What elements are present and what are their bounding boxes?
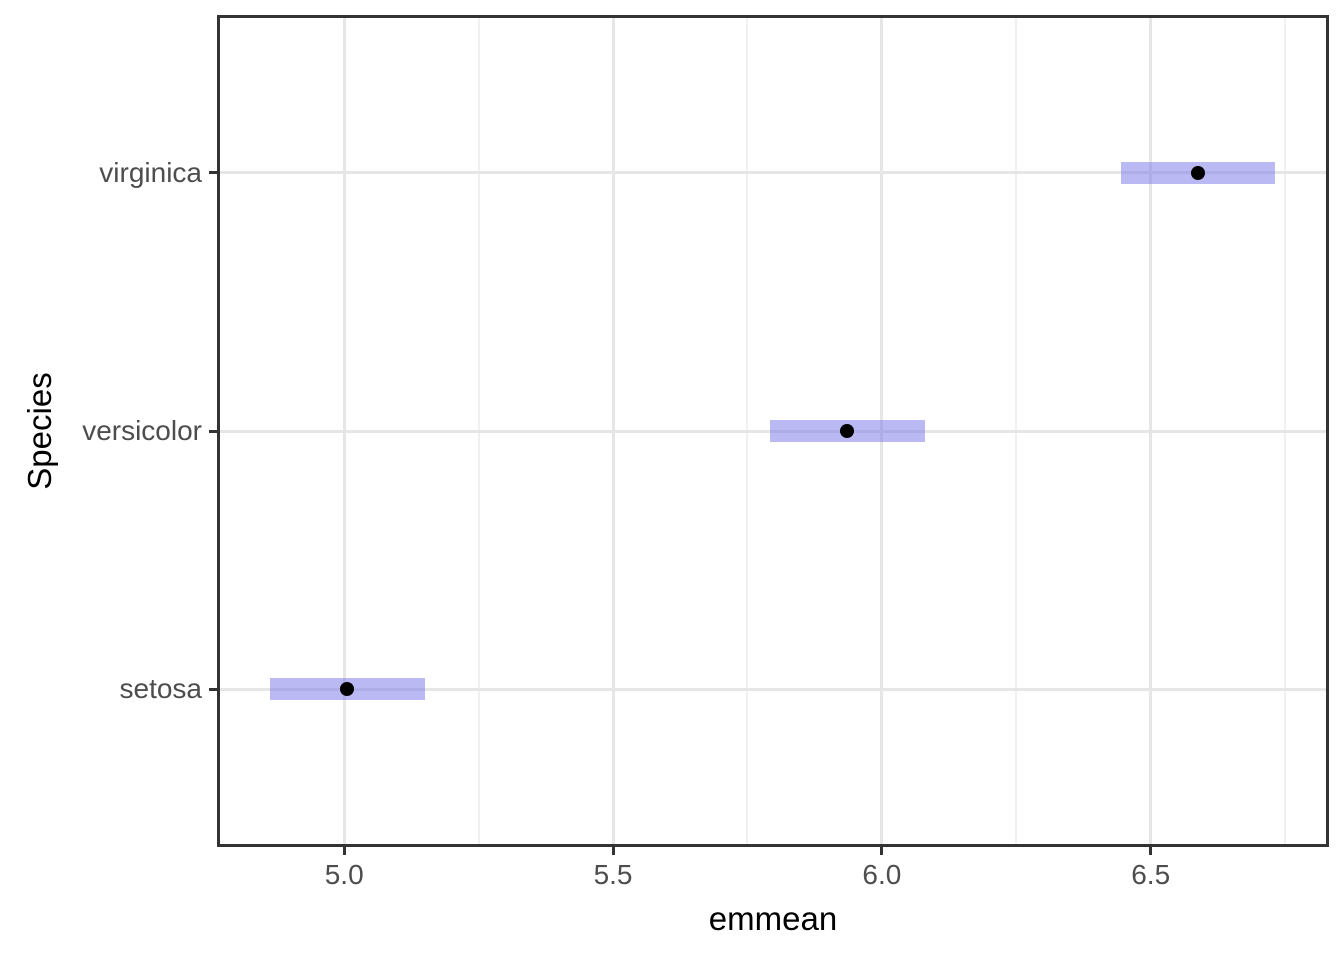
x-axis-tick bbox=[880, 846, 884, 855]
y-tick-label-setosa: setosa bbox=[119, 673, 203, 705]
x-tick-label: 5.0 bbox=[324, 859, 364, 890]
x-tick-label: 6.5 bbox=[1131, 859, 1171, 890]
x-tick-label: 5.5 bbox=[593, 859, 633, 890]
x-axis-title: emmean bbox=[708, 900, 838, 937]
y-tick-label-versicolor: versicolor bbox=[82, 415, 202, 446]
major-gridline-y bbox=[220, 687, 1326, 691]
y-tick-label-virginica: virginica bbox=[99, 156, 202, 188]
major-gridline-y bbox=[220, 171, 1326, 175]
y-axis-title: Species bbox=[21, 372, 58, 490]
y-axis-tick bbox=[209, 687, 218, 691]
x-tick-label: 6.0 bbox=[862, 859, 902, 890]
y-axis-tick bbox=[209, 429, 218, 433]
y-axis-tick bbox=[209, 171, 218, 175]
x-axis-tick bbox=[1149, 846, 1153, 855]
emmean-point-virginica bbox=[1191, 165, 1206, 180]
emmean-point-versicolor bbox=[840, 424, 855, 438]
x-axis-tick bbox=[342, 846, 346, 855]
x-axis-tick bbox=[611, 846, 615, 855]
emmean-point-setosa bbox=[340, 682, 355, 697]
